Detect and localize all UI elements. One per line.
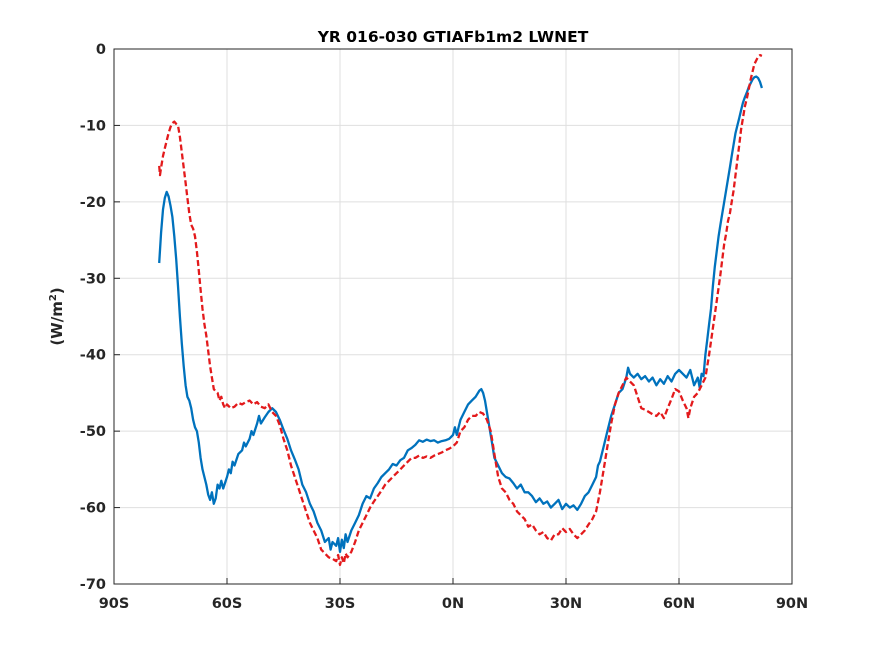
series-layer [158, 53, 763, 567]
grid-lines [113, 48, 793, 585]
series-line-1 [158, 75, 763, 554]
y-tick-label: -60 [80, 501, 106, 517]
y-axis-label-superscript: 2 [48, 294, 59, 301]
x-axis: 90S 60S 30S 0N 30N 60N 90N [99, 578, 808, 612]
y-tick-label: -30 [80, 271, 106, 287]
x-tick-label: 30S [325, 596, 356, 612]
chart-title: YR 016-030 GTIAFb1m2 LWNET [317, 28, 589, 46]
x-tick-label: 90S [99, 596, 130, 612]
y-axis: 0 -10 -20 -30 -40 -50 -60 -70 [80, 42, 120, 593]
series-line-2 [158, 53, 763, 567]
y-tick-label: -10 [80, 118, 106, 134]
y-tick-label: -50 [80, 424, 106, 440]
y-axis-label: (W/m2) [48, 287, 66, 345]
x-tick-label: 30N [550, 596, 582, 612]
y-tick-label: -40 [80, 348, 106, 364]
x-tick-label: 60N [663, 596, 695, 612]
x-tick-label: 90N [776, 596, 808, 612]
y-tick-label: -20 [80, 195, 106, 211]
y-axis-label-main: (W/m [48, 301, 66, 346]
y-axis-label-close: ) [48, 287, 66, 294]
x-tick-label: 60S [212, 596, 243, 612]
x-tick-label: 0N [442, 596, 464, 612]
y-tick-label: 0 [96, 42, 106, 58]
y-tick-label: -70 [80, 577, 106, 593]
